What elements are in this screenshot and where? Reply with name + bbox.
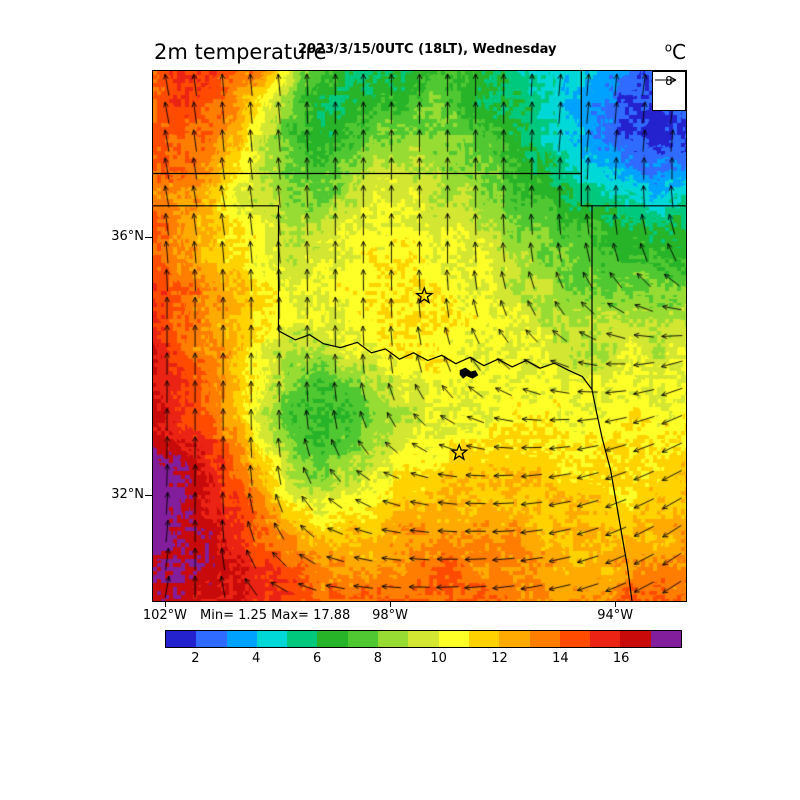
minmax-stats: Min= 1.25 Max= 17.88 (200, 608, 351, 623)
colorbar-segment (559, 631, 591, 647)
lon-tick-mark (615, 601, 617, 607)
lon-tick-label: 98°W (372, 608, 409, 623)
units-degree-symbol: o (664, 40, 673, 55)
reference-vector-box: 8 (652, 71, 686, 111)
colorbar-tick-label: 2 (191, 651, 200, 666)
colorbar-segment (408, 631, 439, 647)
colorbar-segment (196, 631, 227, 647)
texas-panhandle-border (153, 205, 280, 331)
colorbar-segment (529, 631, 560, 647)
colorbar-tick-label: 6 (312, 651, 322, 666)
lake-water-body (459, 367, 479, 379)
colorbar-tick-label: 8 (373, 651, 383, 666)
lon-tick-label: 102°W (142, 608, 188, 623)
city-star-marker (449, 442, 469, 461)
colorbar-segment (438, 631, 469, 647)
variable-label: 2m temperature (154, 40, 327, 64)
colorbar-segment (590, 631, 621, 647)
colorbar-gradient (165, 630, 682, 648)
colorbar-segment (378, 631, 409, 647)
colorbar-segment (347, 631, 379, 647)
lat-tick-label: 36°N (111, 228, 144, 244)
city-star-marker (414, 286, 434, 305)
map-plot-area: 8 (152, 70, 687, 602)
temperature-field-canvas (153, 71, 686, 601)
texas-arkansas-louisiana-border (591, 389, 633, 601)
colorbar-tick-label: 14 (552, 651, 569, 666)
lon-tick-label: 94°W (597, 608, 634, 623)
colorbar-segment (468, 631, 500, 647)
colorbar-segment (226, 631, 257, 647)
lat-tick-mark (145, 494, 152, 496)
colorbar-tick-label: 12 (491, 651, 508, 666)
colorbar-segment (650, 631, 682, 647)
reference-vector-value: 8 (665, 74, 673, 88)
map-boundaries-overlay (153, 71, 686, 601)
colorbar-segment (256, 631, 288, 647)
colorbar-segment (620, 631, 651, 647)
reference-arrow-icon (655, 76, 677, 84)
lon-tick-mark (164, 601, 166, 607)
colorbar-tick-labels: 2 4 6 8 10 12 14 16 (165, 648, 682, 668)
units-label: oC (630, 40, 686, 64)
colorbar: 2 4 6 8 10 12 14 16 (165, 630, 682, 668)
colorbar-segment (499, 631, 530, 647)
title-datetime: 2023/3/15/0UTC (18LT), Wednesday (298, 42, 557, 57)
colorbar-tick-label: 10 (430, 651, 447, 666)
colorbar-tick-label: 16 (612, 651, 630, 666)
oklahoma-east-border (580, 173, 593, 390)
units-letter: C (672, 40, 686, 64)
colorbar-segment (287, 631, 318, 647)
colorbar-segment (166, 631, 197, 647)
lat-tick-mark (145, 236, 152, 238)
colorbar-segment (317, 631, 348, 647)
lat-tick-label: 32°N (111, 486, 144, 502)
red-river-border (278, 330, 593, 390)
lon-tick-mark (390, 601, 392, 607)
colorbar-tick-label: 4 (252, 651, 261, 666)
